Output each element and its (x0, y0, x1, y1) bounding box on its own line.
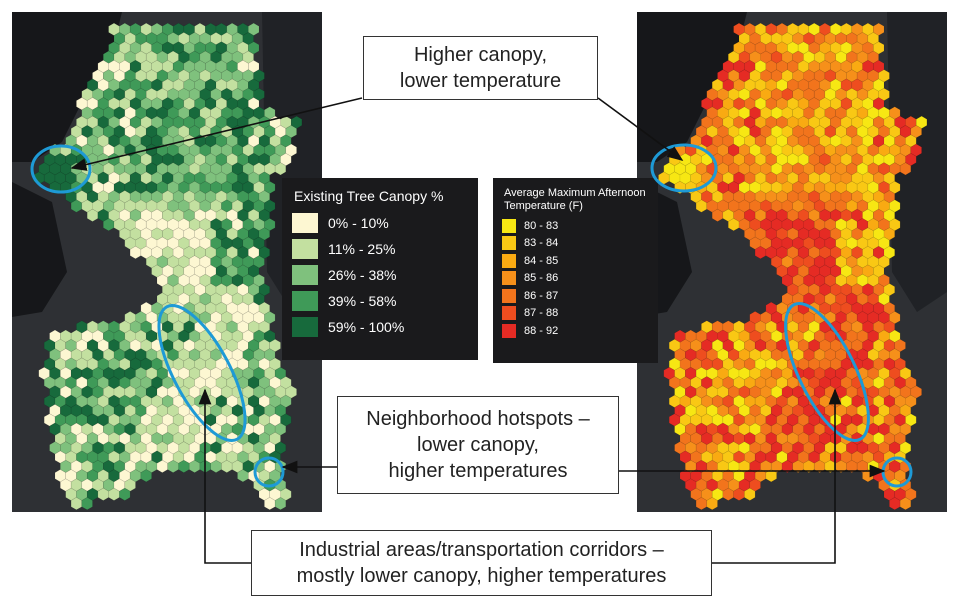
lake-washington-water (887, 12, 947, 312)
callout-industrial-line1: Industrial areas/transportation corridor… (299, 539, 664, 561)
temperature-hex-cell (765, 469, 777, 483)
elliott-bay-water (12, 182, 67, 317)
arrow-canopy-right (597, 97, 684, 161)
legend-item: 87 - 88 (502, 305, 649, 323)
legend-item: 86 - 87 (502, 287, 649, 305)
legend-item: 11% - 25% (292, 236, 468, 262)
highlight-ellipse-right-hotspot (881, 456, 913, 488)
legend-swatch (502, 306, 516, 321)
legend-swatch (292, 291, 318, 311)
canopy-hex-cell (81, 497, 93, 511)
tree-canopy-map-canvas (12, 12, 322, 511)
callout-higher-canopy: Higher canopy, lower temperature (363, 36, 598, 100)
legend-swatch (502, 236, 516, 251)
legend-label: 59% - 100% (328, 319, 405, 335)
temperature-map (637, 12, 947, 512)
highlight-ellipse-right-canopy (650, 143, 718, 193)
callout-canopy-line1: Higher canopy, (413, 44, 548, 66)
water-background (12, 12, 322, 317)
arrow-canopy-left (70, 97, 363, 171)
temperature-hex-cell (899, 162, 912, 176)
legend-swatch (502, 288, 516, 303)
legend-swatch (502, 218, 516, 233)
temperature-legend: Average Maximum Afternoon Temperature (F… (493, 178, 658, 363)
highlight-ellipse-left-canopy (30, 144, 92, 194)
temperature-hex-cell (744, 487, 756, 501)
legend-label: 87 - 88 (524, 307, 559, 320)
legend-label: 86 - 87 (524, 289, 559, 302)
legend-label: 0% - 10% (328, 215, 389, 231)
legend-label: 26% - 38% (328, 267, 397, 283)
legend-swatch (502, 271, 516, 286)
canopy-legend-items: 0% - 10% 11% - 25% 26% - 38% 39% - 58% 59% -… (292, 210, 468, 340)
water-background (637, 12, 947, 317)
legend-label: 80 - 83 (524, 219, 559, 232)
legend-swatch (502, 253, 516, 268)
callout-hotspots-line1: Neighborhood hotspots – (366, 408, 590, 430)
legend-item: 39% - 58% (292, 288, 468, 314)
legend-swatch (292, 317, 318, 337)
puget-sound-water (12, 12, 122, 162)
temperature-legend-items: 80 - 83 83 - 84 84 - 85 85 - 86 86 - 87 87 - … (502, 217, 649, 340)
highlight-ellipse-right-corridor (784, 301, 870, 443)
canopy-hex-grid (33, 22, 303, 511)
callout-canopy-line2: lower temperature (399, 70, 562, 92)
canopy-hex-cell (119, 487, 131, 501)
arrow-industrial-left (198, 388, 251, 564)
legend-swatch (292, 213, 318, 233)
temperature-hex-cell (706, 497, 718, 511)
canopy-hex-cell (274, 497, 287, 511)
legend-item: 26% - 38% (292, 262, 468, 288)
arrow-industrial-right (712, 388, 842, 564)
legend-item: 85 - 86 (502, 270, 649, 288)
callout-industrial-areas: Industrial areas/transportation corridor… (251, 530, 712, 596)
puget-sound-water (637, 12, 747, 162)
callout-industrial-line2: mostly lower canopy, higher temperatures (296, 565, 667, 587)
temperature-hex-cell (899, 497, 912, 511)
legend-swatch (292, 239, 318, 259)
legend-item: 84 - 85 (502, 252, 649, 270)
legend-item: 80 - 83 (502, 217, 649, 235)
legend-label: 85 - 86 (524, 272, 559, 285)
legend-label: 11% - 25% (328, 241, 396, 257)
temperature-legend-title: Average Maximum Afternoon Temperature (F… (504, 187, 646, 212)
legend-label: 83 - 84 (524, 237, 559, 250)
legend-label: 88 - 92 (524, 324, 559, 337)
highlight-ellipse-left-corridor (157, 303, 247, 443)
canopy-hex-cell (140, 469, 152, 483)
legend-item: 59% - 100% (292, 314, 468, 340)
legend-swatch (292, 265, 318, 285)
callout-hotspots-line3: higher temperatures (388, 460, 568, 482)
callout-neighborhood-hotspots: Neighborhood hotspots – lower canopy, hi… (337, 396, 619, 494)
legend-item: 83 - 84 (502, 235, 649, 253)
callout-hotspots-line2: lower canopy, (417, 434, 539, 456)
canopy-hex-cell (274, 162, 287, 176)
highlight-ellipse-left-hotspot (253, 456, 285, 488)
legend-item: 88 - 92 (502, 322, 649, 340)
canopy-legend-title: Existing Tree Canopy % (294, 188, 444, 204)
legend-item: 0% - 10% (292, 210, 468, 236)
legend-label: 84 - 85 (524, 254, 559, 267)
legend-swatch (502, 323, 516, 338)
canopy-legend: Existing Tree Canopy % 0% - 10% 11% - 25%… (282, 178, 478, 360)
legend-label: 39% - 58% (328, 293, 397, 309)
tree-canopy-map (12, 12, 322, 512)
